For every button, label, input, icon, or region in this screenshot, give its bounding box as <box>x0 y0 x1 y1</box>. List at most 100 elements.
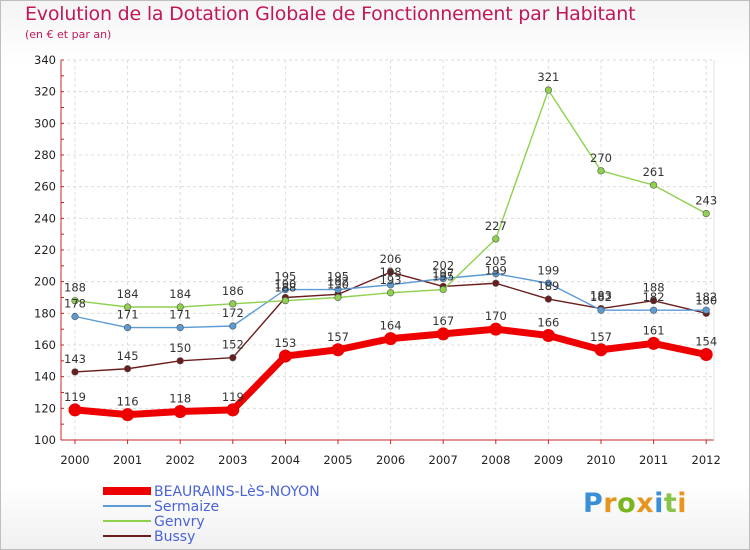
data-point <box>71 368 79 376</box>
x-tick-label: 2002 <box>166 453 195 467</box>
data-point <box>71 312 79 321</box>
data-label: 188 <box>643 281 665 295</box>
data-label: 166 <box>537 316 559 330</box>
y-tick-label: 120 <box>34 401 56 415</box>
x-tick-label: 2004 <box>271 453 300 467</box>
data-point <box>173 405 187 418</box>
data-label: 164 <box>380 319 402 333</box>
data-label: 193 <box>380 273 402 287</box>
x-tick-label: 2005 <box>323 453 352 467</box>
data-label: 157 <box>327 330 349 344</box>
data-label: 118 <box>169 392 191 406</box>
data-label: 190 <box>274 278 296 292</box>
y-tick-label: 180 <box>34 306 56 320</box>
data-label: 195 <box>327 270 349 284</box>
data-label: 119 <box>222 390 244 404</box>
data-point <box>436 327 450 341</box>
logo-letter: r <box>603 488 618 519</box>
data-point <box>439 285 447 294</box>
data-label: 182 <box>695 290 717 304</box>
data-label: 172 <box>222 306 244 320</box>
x-tick-label: 2011 <box>639 453 668 467</box>
data-point <box>384 332 398 346</box>
data-point <box>647 336 661 350</box>
data-label: 171 <box>169 308 191 322</box>
data-label: 192 <box>327 274 349 288</box>
data-point <box>439 274 447 283</box>
data-label: 154 <box>695 335 717 349</box>
data-point <box>121 408 135 422</box>
y-tick-label: 280 <box>34 148 56 162</box>
data-point <box>699 348 713 361</box>
data-point <box>702 306 710 314</box>
data-label: 195 <box>274 270 296 284</box>
data-point <box>334 293 342 302</box>
data-point <box>702 209 710 218</box>
data-point <box>387 289 395 297</box>
data-label: 184 <box>169 287 191 301</box>
data-label: 143 <box>64 352 86 366</box>
data-label: 195 <box>432 270 454 284</box>
data-label: 171 <box>117 308 139 322</box>
chart-subtitle: (en € et par an) <box>25 28 112 41</box>
data-label: 161 <box>643 323 665 337</box>
data-point <box>71 297 79 305</box>
data-label: 199 <box>537 263 559 277</box>
data-label: 119 <box>64 390 86 404</box>
data-label: 184 <box>117 287 139 301</box>
data-point <box>387 268 395 276</box>
data-label: 180 <box>695 293 717 307</box>
x-tick-label: 2000 <box>60 453 89 467</box>
data-point <box>387 281 395 289</box>
data-label: 197 <box>432 266 454 280</box>
data-point <box>492 270 500 278</box>
data-point <box>123 365 132 373</box>
logo-letter: i <box>677 488 688 519</box>
data-point <box>176 323 184 332</box>
data-label: 150 <box>169 341 191 355</box>
data-label: 188 <box>64 281 86 295</box>
data-label: 183 <box>590 289 612 303</box>
legend-label-beaurains: BEAURAINS-LèS-NOYON <box>154 484 320 500</box>
data-label: 205 <box>485 254 507 268</box>
data-point <box>226 403 240 417</box>
data-point <box>544 295 553 303</box>
data-label: 182 <box>590 290 612 304</box>
data-point <box>544 279 553 287</box>
data-label: 198 <box>380 265 402 279</box>
logo-letter: o <box>617 488 637 519</box>
data-label: 188 <box>274 281 296 295</box>
x-tick-label: 2006 <box>376 453 405 467</box>
data-label: 186 <box>222 284 244 298</box>
y-tick-label: 260 <box>34 180 56 194</box>
data-point <box>229 322 237 330</box>
x-tick-label: 2007 <box>429 453 458 467</box>
data-label: 190 <box>327 278 349 292</box>
data-point <box>176 357 184 365</box>
data-point <box>331 343 345 357</box>
data-point <box>649 306 658 314</box>
data-point <box>281 297 290 305</box>
data-point <box>123 303 132 311</box>
x-tick-label: 2012 <box>692 453 721 467</box>
data-point <box>541 329 555 342</box>
x-tick-label: 2009 <box>534 453 563 467</box>
legend-label-genvry: Genvry <box>154 514 205 530</box>
data-point <box>489 322 503 336</box>
y-tick-label: 220 <box>34 243 56 257</box>
data-label: 178 <box>64 297 86 311</box>
data-label: 116 <box>117 395 139 409</box>
data-point <box>334 285 342 294</box>
data-label: 243 <box>695 194 717 208</box>
data-label: 189 <box>537 279 559 293</box>
data-label: 199 <box>485 263 507 277</box>
y-tick-label: 140 <box>34 370 56 384</box>
data-point <box>278 349 292 363</box>
y-tick-label: 100 <box>34 433 56 447</box>
data-label: 167 <box>432 314 454 328</box>
data-label: 206 <box>380 252 402 266</box>
data-point <box>176 303 184 311</box>
data-label: 145 <box>117 349 139 363</box>
data-point <box>649 181 658 189</box>
